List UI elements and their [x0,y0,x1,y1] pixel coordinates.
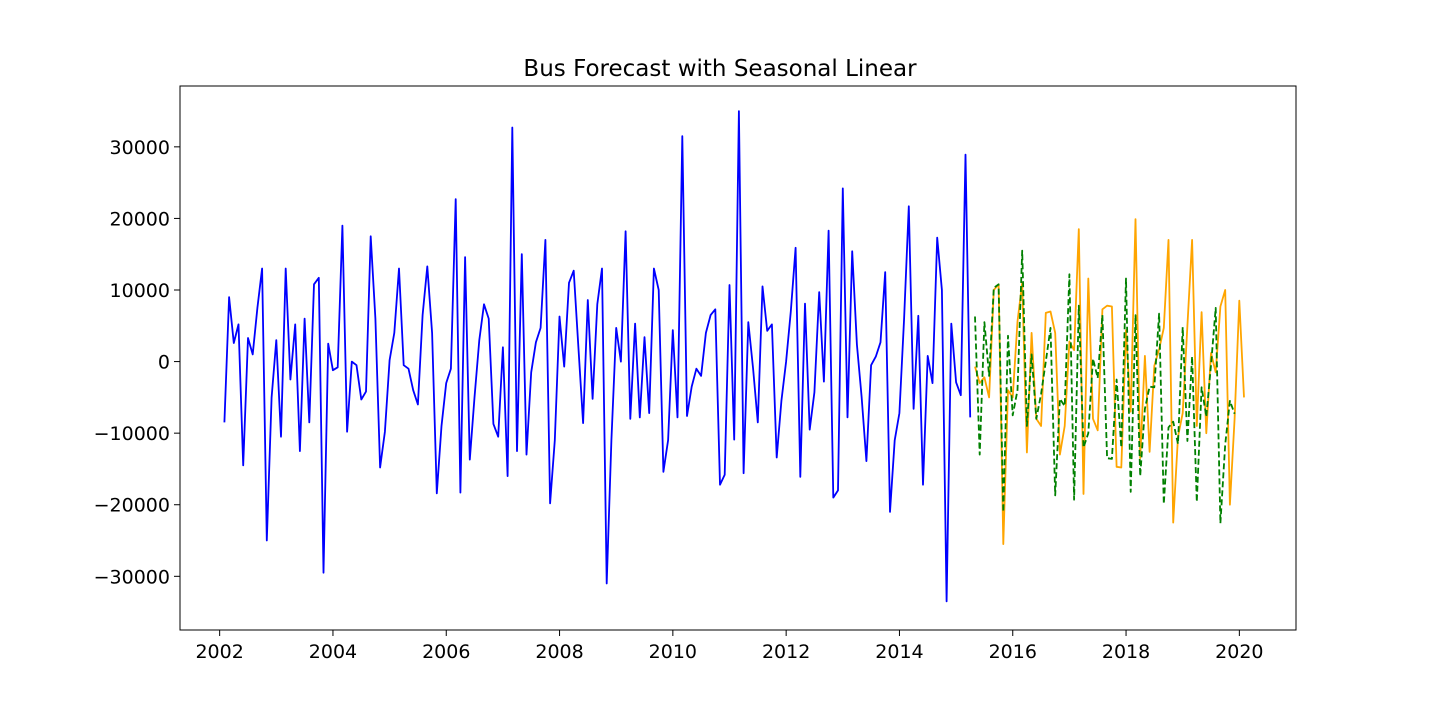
series-line-actual [974,218,1245,545]
axes: 2002 2004 2006 2008 2010 2012 2014 2016 2018 2020… [94,137,1264,663]
series-line-forecast [974,249,1236,525]
x-tick-label: 2002 [195,641,243,663]
y-tick-label: −20000 [94,495,170,517]
y-tick-label: 20000 [110,208,170,230]
x-tick-label: 2006 [422,641,470,663]
chart-title: Bus Forecast with Seasonal Linear [523,56,917,82]
series-line-history [223,110,972,603]
x-tick-label: 2008 [535,641,583,663]
x-tick-label: 2016 [989,641,1037,663]
x-tick-label: 2020 [1215,641,1263,663]
x-tick-label: 2004 [309,641,357,663]
plot-frame [179,85,1297,631]
y-tick-label: 0 [158,352,170,374]
y-tick-label: 30000 [110,137,170,159]
y-tick-label: −10000 [94,423,170,445]
x-tick-label: 2018 [1102,641,1150,663]
y-tick-label: −30000 [94,566,170,588]
x-tick-label: 2010 [649,641,697,663]
x-tick-label: 2012 [762,641,810,663]
y-tick-label: 10000 [110,280,170,302]
x-tick-label: 2014 [875,641,923,663]
series-layer [223,110,1245,603]
